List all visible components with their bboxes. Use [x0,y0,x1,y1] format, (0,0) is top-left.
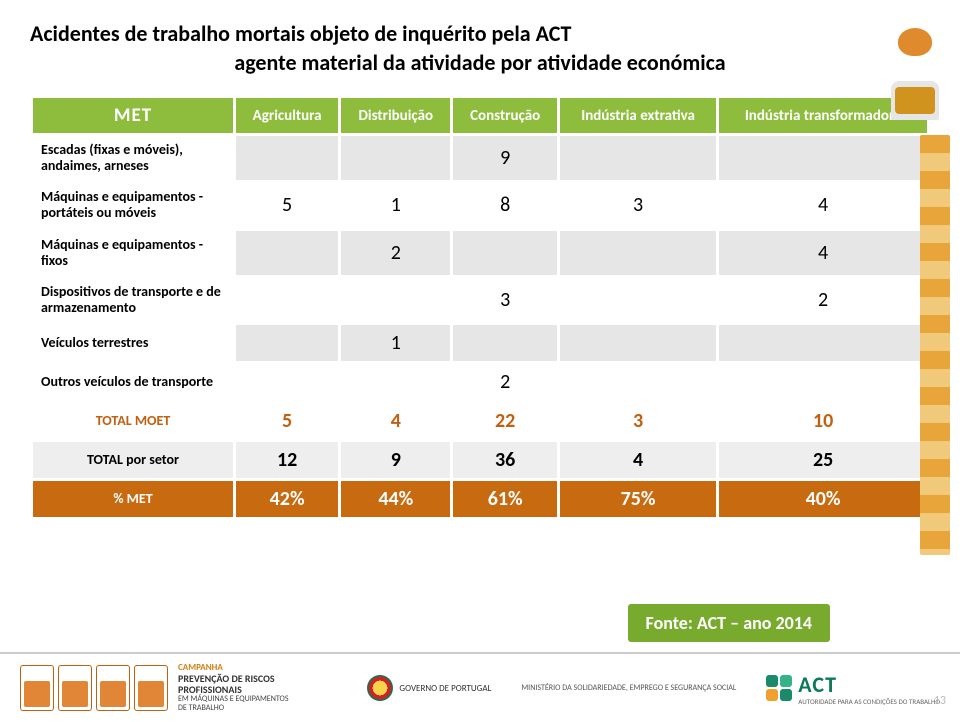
cell: 5 [236,403,338,439]
cell [236,364,338,400]
cell: 5 [236,183,338,227]
table-row: Máquinas e equipamentos - portáteis ou m… [33,183,927,227]
table-row: Dispositivos de transporte e de armazena… [33,278,927,322]
machine-icon [20,665,54,711]
title-line-1: Acidentes de trabalho mortais objeto de … [30,20,571,47]
cell: 9 [341,442,450,478]
cell: 42% [236,481,338,517]
col-extrativa: Indústria extrativa [560,98,716,133]
gov-text: Governo de Portugal [399,683,491,694]
ministry-text: Ministério da Solidariedade, Emprego e S… [521,683,736,693]
cell [341,136,450,180]
cell: 3 [560,403,716,439]
total-moet-row: TOTAL MOET 5 4 22 3 10 [33,403,927,439]
cell: 8 [453,183,557,227]
col-agricultura: Agricultura [236,98,338,133]
cell [341,364,450,400]
header-row: MET Agricultura Distribuição Construção … [33,98,927,133]
cell: 61% [453,481,557,517]
cell: 1 [341,325,450,361]
cell: 2 [341,231,450,275]
slide: Acidentes de trabalho mortais objeto de … [0,0,960,520]
cell [560,231,716,275]
machine-icon [58,665,92,711]
cell: 4 [719,183,927,227]
row-label: TOTAL por setor [33,442,233,478]
page-number: 13 [934,694,946,708]
col-construcao: Construção [453,98,557,133]
cell [236,278,338,322]
cell [453,231,557,275]
act-logo: ACT Autoridade para as Condições do Trab… [766,671,940,706]
row-label: Máquinas e equipamentos - portáteis ou m… [33,183,233,227]
table-row: Escadas (fixas e móveis), andaimes, arne… [33,136,927,180]
act-mark-icon [766,675,792,701]
cell [236,231,338,275]
row-label: Escadas (fixas e móveis), andaimes, arne… [33,136,233,180]
gov-portugal-logo: Governo de Portugal [367,675,491,701]
shield-icon [367,675,393,701]
row-label: % MET [33,481,233,517]
cell: 2 [719,278,927,322]
cell [560,278,716,322]
cell: 4 [560,442,716,478]
machine-icon [134,665,168,711]
cell: 10 [719,403,927,439]
cell [560,364,716,400]
cell [236,325,338,361]
act-subtitle: Autoridade para as Condições do Trabalho [798,698,940,706]
campaign-line3: em máquinas e equipamentos de trabalho [178,695,298,713]
footer: Campanha Prevenção de Riscos Profissiona… [0,652,960,722]
cell [560,136,716,180]
brain-icon [880,8,950,77]
cell [719,325,927,361]
data-table: MET Agricultura Distribuição Construção … [30,95,930,520]
cell: 75% [560,481,716,517]
act-text: ACT [798,671,940,698]
total-setor-row: TOTAL por setor 12 9 36 4 25 [33,442,927,478]
cell: 3 [453,278,557,322]
cell: 4 [719,231,927,275]
table-row: Veículos terrestres 1 [33,325,927,361]
cell [236,136,338,180]
campaign-text: Campanha Prevenção de Riscos Profissiona… [178,663,298,712]
row-label: TOTAL MOET [33,403,233,439]
cell: 9 [453,136,557,180]
pct-row: % MET 42% 44% 61% 75% 40% [33,481,927,517]
cell [453,325,557,361]
row-label: Máquinas e equipamentos - fixos [33,231,233,275]
cell: 2 [453,364,557,400]
row-label: Veículos terrestres [33,325,233,361]
table-row: Máquinas e equipamentos - fixos 2 4 [33,231,927,275]
cell [341,278,450,322]
cell: 44% [341,481,450,517]
cell: 1 [341,183,450,227]
scaffold-rail-icon [920,135,950,555]
row-label: Dispositivos de transporte e de armazena… [33,278,233,322]
source-label: Fonte: ACT – ano 2014 [628,604,830,642]
cell: 4 [341,403,450,439]
title-line-2: agente material da atividade por ativida… [30,49,930,78]
cell [719,364,927,400]
col-distribuicao: Distribuição [341,98,450,133]
cell: 25 [719,442,927,478]
safety-vest-icon [891,81,939,120]
page-title: Acidentes de trabalho mortais objeto de … [30,20,930,77]
cell: 22 [453,403,557,439]
col-met: MET [33,98,233,133]
machine-icon [96,665,130,711]
campaign-line2: Prevenção de Riscos Profissionais [178,673,298,695]
cell [719,136,927,180]
cell: 12 [236,442,338,478]
cell: 40% [719,481,927,517]
gov-logos: Governo de Portugal Ministério da Solida… [367,671,940,706]
cell: 3 [560,183,716,227]
table-row: Outros veículos de transporte 2 [33,364,927,400]
row-label: Outros veículos de transporte [33,364,233,400]
cell [560,325,716,361]
top-icons [870,0,960,120]
campaign-logo: Campanha Prevenção de Riscos Profissiona… [20,660,320,716]
cell: 36 [453,442,557,478]
